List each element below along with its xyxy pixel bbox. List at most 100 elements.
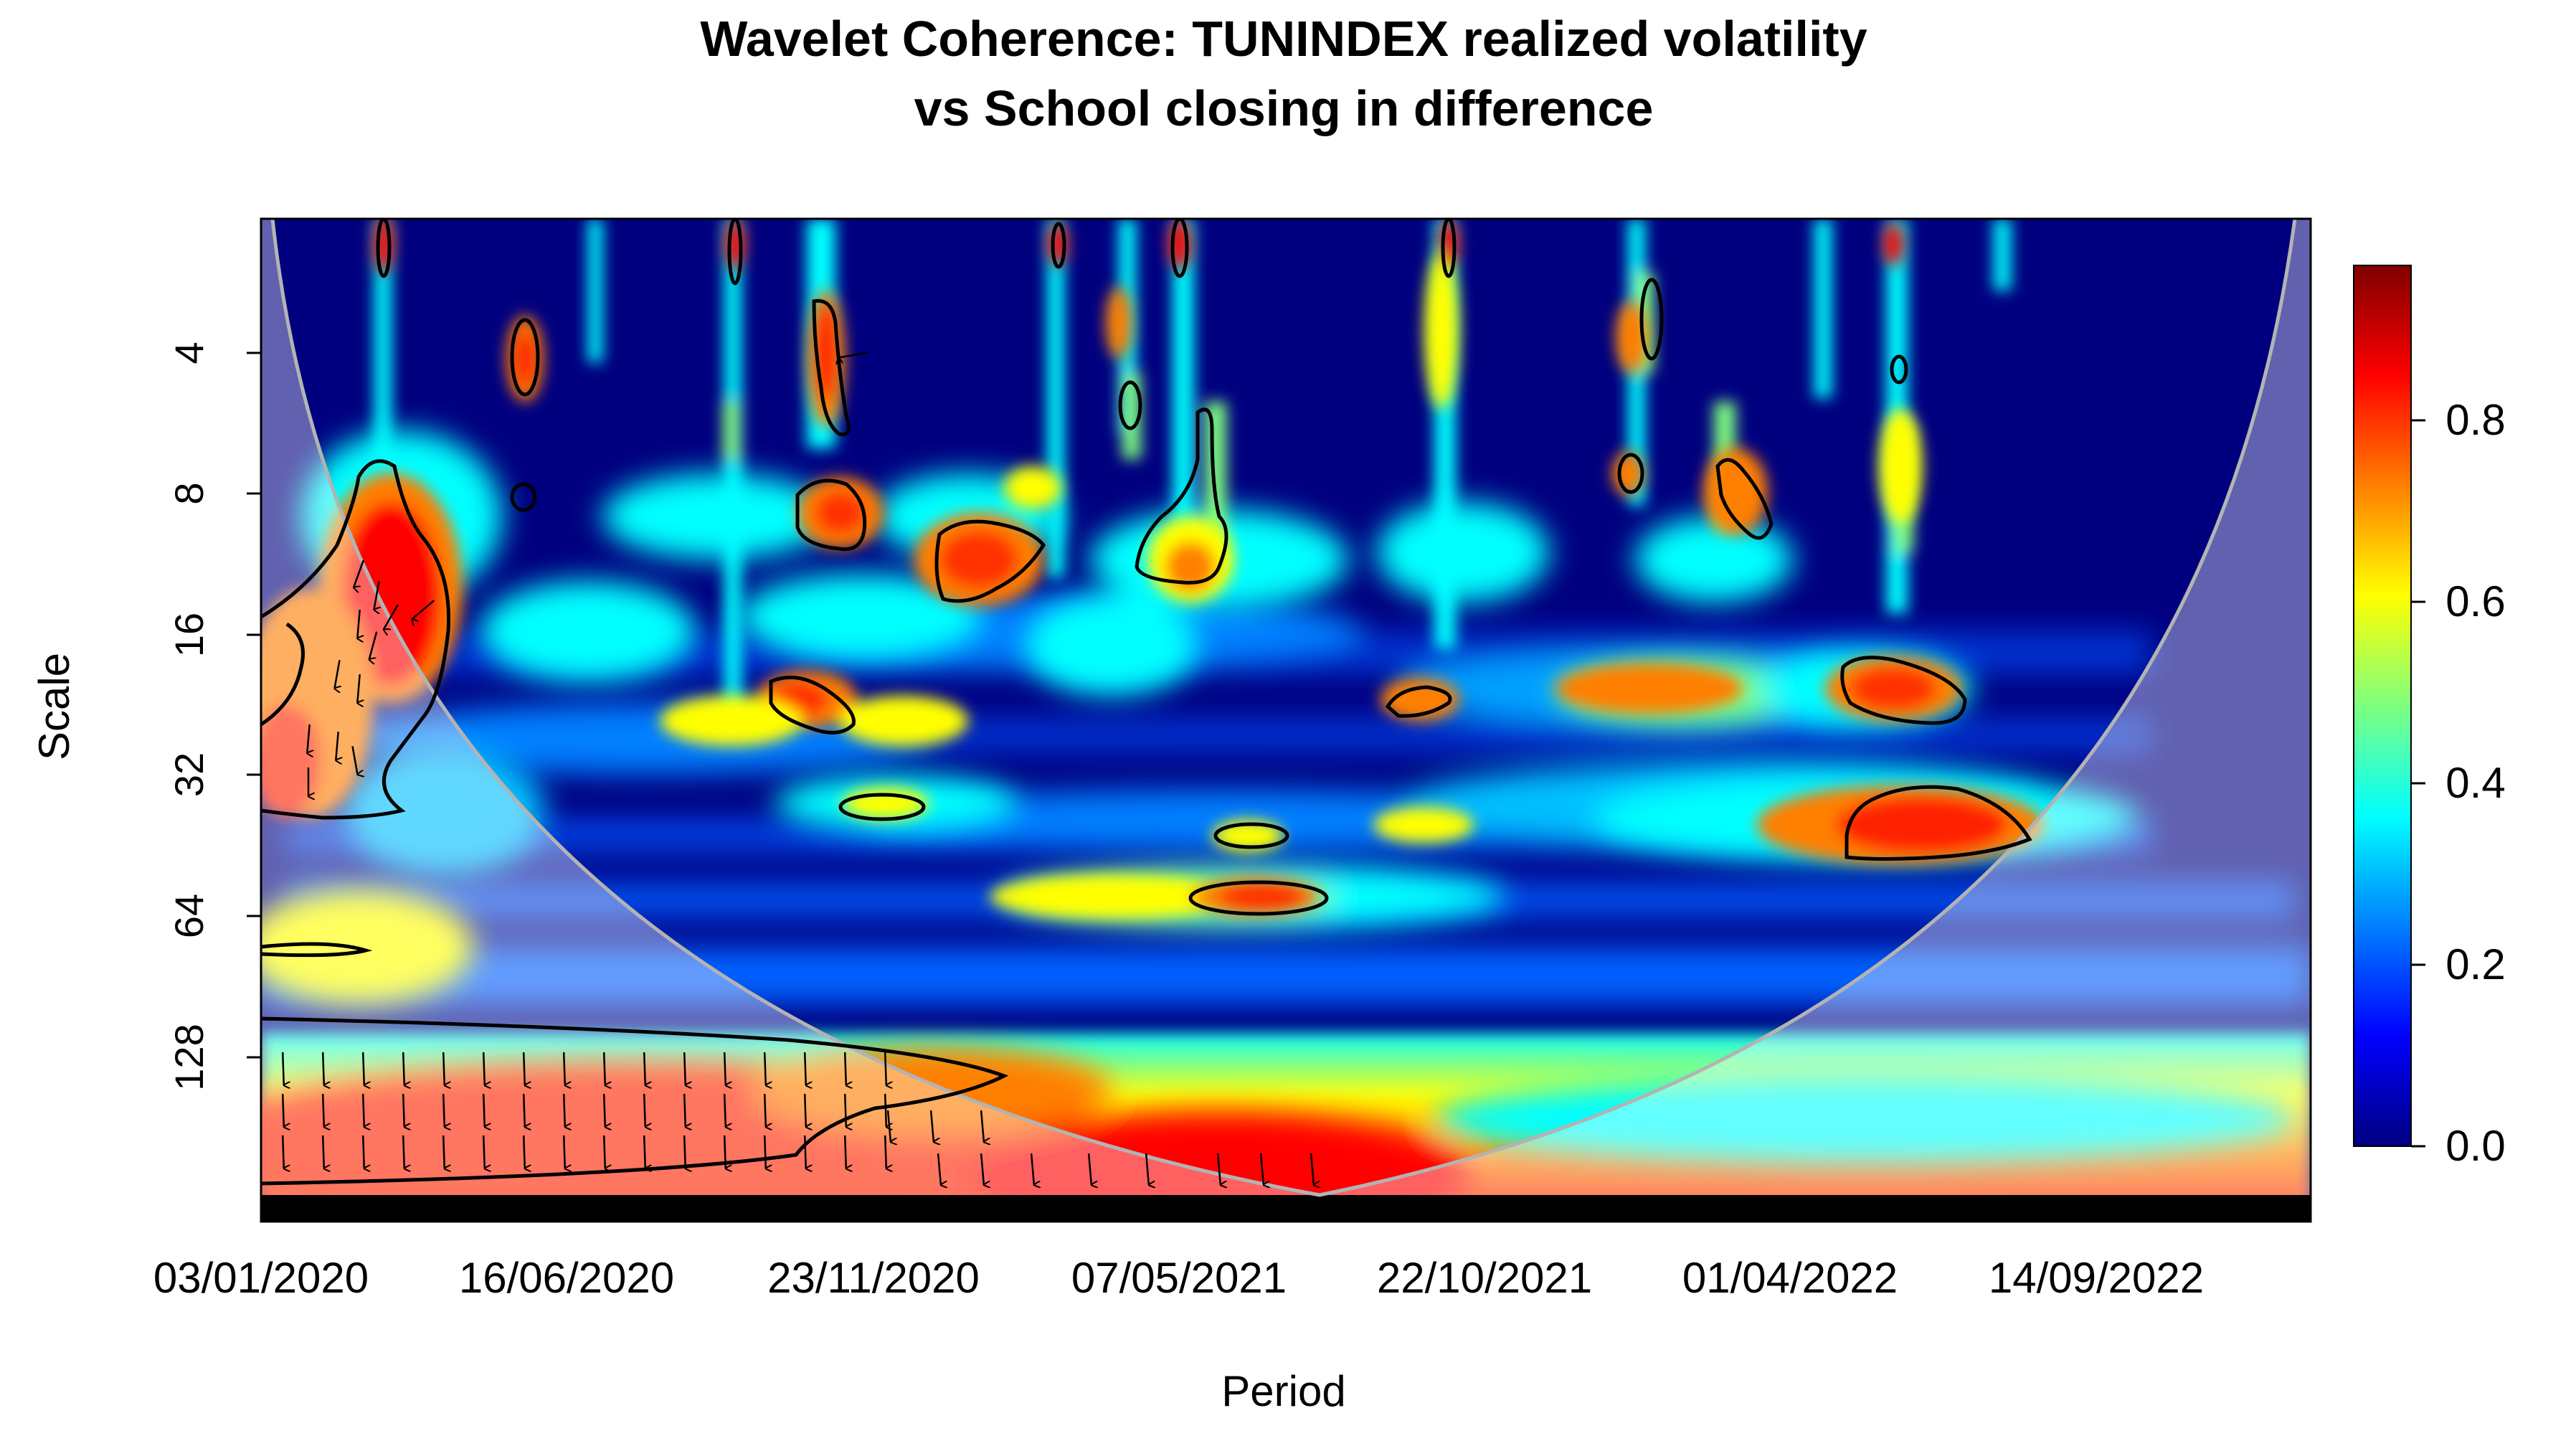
phase-arrow <box>369 631 378 660</box>
phase-arrow <box>402 1135 404 1168</box>
x-tick-label: 03/01/2020 <box>153 1254 369 1302</box>
chart-title-line-1: Wavelet Coherence: TUNINDEX realized vol… <box>700 11 1867 67</box>
y-tick: 16 <box>166 613 261 657</box>
phase-arrow <box>843 1135 846 1168</box>
phase-arrow <box>307 724 309 753</box>
phase-arrows <box>281 351 1314 1185</box>
phase-arrow <box>442 1135 445 1168</box>
phase-arrow <box>763 1093 766 1127</box>
phase-arrow <box>843 1052 846 1085</box>
phase-arrow <box>361 1093 364 1127</box>
phase-arrow <box>336 731 338 760</box>
x-tick-label: 16/06/2020 <box>459 1254 674 1302</box>
y-tick: 8 <box>166 482 261 505</box>
phase-arrow <box>384 604 399 630</box>
phase-arrow <box>884 1135 886 1168</box>
y-tick: 64 <box>166 894 261 938</box>
colorbar-tick-label: 0.4 <box>2445 759 2505 807</box>
phase-arrow <box>886 1110 891 1142</box>
colorbar-tick: 0.6 <box>2411 577 2506 625</box>
phase-arrow <box>442 1052 445 1085</box>
phase-arrow <box>884 1093 886 1127</box>
phase-arrow <box>683 1093 686 1127</box>
chart-title-line-2: vs School closing in difference <box>914 80 1654 136</box>
phase-arrow <box>1259 1153 1264 1185</box>
phase-arrow <box>1310 1153 1314 1185</box>
phase-arrow <box>803 1093 806 1127</box>
phase-arrow <box>335 660 340 688</box>
colorbar-tick-label: 0.2 <box>2445 940 2505 988</box>
phase-arrow <box>683 1135 686 1168</box>
phase-arrow <box>1087 1153 1092 1185</box>
phase-arrow <box>562 1093 565 1127</box>
x-tick-label: 23/11/2020 <box>767 1254 980 1302</box>
colorbar-tick-label: 0.8 <box>2445 396 2505 444</box>
phase-arrow <box>281 1135 284 1168</box>
phase-arrow <box>402 1093 404 1127</box>
x-tick-label: 22/10/2021 <box>1377 1254 1592 1302</box>
y-tick-label: 4 <box>166 341 212 364</box>
phase-arrow <box>602 1052 605 1085</box>
phase-arrow <box>357 674 359 703</box>
phase-arrow <box>723 1093 726 1127</box>
phase-arrow <box>1145 1153 1149 1185</box>
colorbar-gradient <box>2353 265 2412 1147</box>
x-tick-label: 01/04/2022 <box>1682 1254 1898 1302</box>
phase-arrow <box>838 351 868 357</box>
phase-arrow <box>980 1110 984 1142</box>
y-axis: 4 8 16 32 64 128 <box>166 341 261 1091</box>
phase-arrow <box>482 1093 485 1127</box>
phase-arrow <box>763 1052 766 1085</box>
x-tick-label: 14/09/2022 <box>1989 1254 2204 1302</box>
phase-arrow <box>412 600 435 619</box>
y-tick-label: 16 <box>166 613 212 657</box>
y-tick: 4 <box>166 341 261 364</box>
phase-arrow <box>1030 1153 1034 1185</box>
colorbar: 0.0 0.2 0.4 0.6 0.8 <box>2353 265 2506 1170</box>
x-tick-label: 07/05/2021 <box>1071 1254 1287 1302</box>
phase-arrow <box>354 559 364 587</box>
phase-arrow <box>281 1052 284 1085</box>
phase-arrow <box>321 1052 324 1085</box>
y-tick: 32 <box>166 752 261 797</box>
x-axis: 03/01/2020 16/06/2020 23/11/2020 07/05/2… <box>153 1254 2204 1302</box>
y-tick-label: 128 <box>166 1024 212 1090</box>
phase-arrow <box>683 1052 686 1085</box>
colorbar-tick: 0.8 <box>2411 396 2506 444</box>
phase-arrow <box>522 1052 525 1085</box>
phase-arrow <box>357 609 359 638</box>
phase-arrow <box>482 1135 485 1168</box>
phase-arrow <box>1216 1153 1221 1185</box>
colorbar-tick: 0.0 <box>2411 1122 2506 1170</box>
y-axis-title: Scale <box>30 653 78 760</box>
phase-arrow <box>937 1153 941 1185</box>
phase-arrow <box>602 1135 605 1168</box>
phase-arrow <box>929 1110 934 1142</box>
phase-arrow <box>321 1093 324 1127</box>
colorbar-tick-label: 0.6 <box>2445 577 2505 625</box>
significance-contours <box>261 219 2032 1186</box>
phase-arrow <box>522 1135 525 1168</box>
phase-arrow <box>281 1093 284 1127</box>
y-tick-label: 8 <box>166 482 212 504</box>
phase-arrow <box>980 1153 984 1185</box>
coherence-heatmap <box>261 219 2311 1222</box>
x-axis-title: Period <box>1221 1367 1345 1415</box>
plot-frame <box>260 217 2312 1223</box>
phase-arrow <box>482 1052 485 1085</box>
cone-of-influence-line <box>270 219 2297 1197</box>
phase-arrow <box>374 581 379 609</box>
phase-arrow <box>843 1093 846 1127</box>
phase-arrow <box>884 1052 886 1085</box>
y-tick-label: 32 <box>166 752 212 797</box>
colorbar-tick: 0.2 <box>2411 940 2506 988</box>
phase-arrow <box>562 1052 565 1085</box>
y-tick-label: 64 <box>166 894 212 938</box>
phase-arrow <box>361 1052 364 1085</box>
phase-arrow <box>402 1052 404 1085</box>
phase-arrow <box>442 1093 445 1127</box>
phase-arrow <box>522 1093 525 1127</box>
phase-arrow <box>321 1135 324 1168</box>
phase-arrow <box>351 746 358 774</box>
